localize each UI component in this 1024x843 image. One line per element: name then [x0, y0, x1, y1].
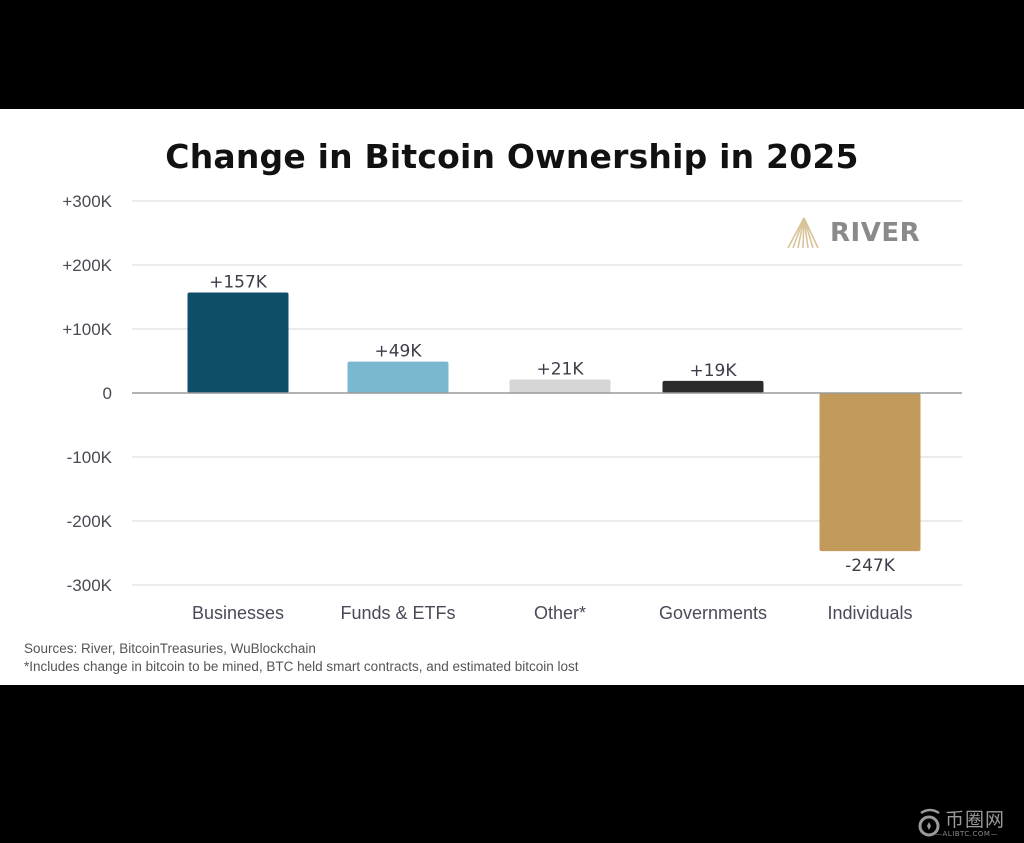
y-tick-label: +200K	[62, 256, 112, 275]
y-tick-label: -100K	[67, 448, 113, 467]
y-tick-label: 0	[103, 384, 112, 403]
data-labels: +157K +49K +21K +19K -247K	[209, 273, 896, 577]
chart-title: Change in Bitcoin Ownership in 2025	[165, 137, 859, 176]
bar-other	[509, 379, 611, 393]
chart-panel: Change in Bitcoin Ownership in 2025 +300…	[0, 109, 1024, 685]
watermark: 币圈网 —ALIBTC.COM—	[915, 805, 1020, 841]
data-label: +157K	[209, 273, 268, 293]
bar-governments	[662, 380, 764, 393]
logo-ray	[802, 217, 805, 249]
data-label: +19K	[689, 361, 737, 381]
y-tick-label: +100K	[62, 320, 112, 339]
logo-ray	[792, 217, 805, 249]
logo-ray	[797, 217, 805, 249]
data-label: +49K	[374, 342, 422, 362]
bars	[187, 292, 921, 552]
x-tick-label: Governments	[659, 603, 767, 623]
sources-note: Sources: River, BitcoinTreasuries, WuBlo…	[24, 641, 316, 656]
y-tick-label: -200K	[67, 512, 113, 531]
river-logo: RIVER	[784, 216, 920, 250]
chart-footer: Sources: River, BitcoinTreasuries, WuBlo…	[24, 640, 579, 676]
x-tick-label: Funds & ETFs	[340, 603, 455, 623]
watermark-text: 币圈网	[945, 809, 1006, 831]
bar-individuals	[819, 393, 921, 552]
logo-ray	[803, 217, 819, 249]
x-axis-labels: Businesses Funds & ETFs Other* Governments I…	[192, 603, 913, 623]
x-tick-label: Other*	[534, 603, 586, 623]
footnote: *Includes change in bitcoin to be mined,…	[24, 659, 579, 674]
bar-funds-etfs	[347, 361, 449, 393]
data-label: +21K	[536, 360, 584, 380]
logo-text: RIVER	[830, 218, 921, 248]
watermark-subtext: —ALIBTC.COM—	[935, 830, 998, 838]
y-tick-label: +300K	[62, 192, 112, 211]
x-tick-label: Individuals	[827, 603, 912, 623]
bar-businesses	[187, 292, 289, 393]
y-axis-ticks: +300K +200K +100K 0 -100K -200K -300K	[62, 192, 112, 595]
data-label: -247K	[845, 556, 896, 576]
watermark-coin-icon	[918, 808, 940, 837]
x-tick-label: Businesses	[192, 603, 284, 623]
river-mark-icon	[787, 217, 819, 249]
y-tick-label: -300K	[67, 576, 113, 595]
bar-chart: +300K +200K +100K 0 -100K -200K -300K +157K +49…	[62, 192, 962, 623]
